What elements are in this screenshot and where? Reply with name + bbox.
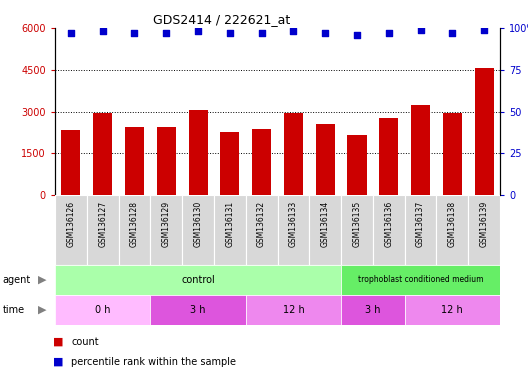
Bar <box>246 295 341 325</box>
Bar <box>316 124 335 195</box>
Point <box>289 28 298 35</box>
Text: GSM136134: GSM136134 <box>320 200 329 247</box>
Point <box>98 28 107 35</box>
Bar <box>55 295 150 325</box>
FancyBboxPatch shape <box>468 195 500 265</box>
Text: time: time <box>3 305 25 315</box>
FancyBboxPatch shape <box>278 195 309 265</box>
Point <box>225 30 234 36</box>
Text: 12 h: 12 h <box>282 305 304 315</box>
Point <box>257 30 266 36</box>
Bar <box>443 113 462 195</box>
Bar <box>61 129 80 195</box>
Point <box>194 28 202 35</box>
Text: GSM136133: GSM136133 <box>289 200 298 247</box>
Bar <box>93 113 112 195</box>
Text: GDS2414 / 222621_at: GDS2414 / 222621_at <box>153 13 290 26</box>
Point <box>384 30 393 36</box>
Text: GSM136126: GSM136126 <box>67 200 76 247</box>
Bar <box>411 104 430 195</box>
Text: GSM136129: GSM136129 <box>162 200 171 247</box>
Bar <box>157 127 176 195</box>
Bar <box>220 132 239 195</box>
FancyBboxPatch shape <box>373 195 404 265</box>
Text: percentile rank within the sample: percentile rank within the sample <box>71 357 237 367</box>
FancyBboxPatch shape <box>214 195 246 265</box>
Bar <box>125 127 144 195</box>
FancyBboxPatch shape <box>309 195 341 265</box>
Point <box>321 30 329 36</box>
FancyBboxPatch shape <box>246 195 278 265</box>
Text: GSM136130: GSM136130 <box>194 200 203 247</box>
Point <box>480 26 488 33</box>
Text: 3 h: 3 h <box>190 305 206 315</box>
FancyBboxPatch shape <box>87 195 119 265</box>
Text: 0 h: 0 h <box>95 305 110 315</box>
Text: GSM136136: GSM136136 <box>384 200 393 247</box>
FancyBboxPatch shape <box>404 195 437 265</box>
Point <box>67 30 75 36</box>
Text: GSM136135: GSM136135 <box>353 200 362 247</box>
Text: GSM136131: GSM136131 <box>225 200 234 247</box>
Text: GSM136137: GSM136137 <box>416 200 425 247</box>
Bar <box>475 68 494 195</box>
Text: agent: agent <box>3 275 31 285</box>
Bar <box>347 135 366 195</box>
Point <box>162 30 171 36</box>
FancyBboxPatch shape <box>150 195 182 265</box>
Point <box>353 31 361 38</box>
Bar <box>284 113 303 195</box>
Point <box>448 30 457 36</box>
Bar <box>404 295 500 325</box>
Bar <box>150 295 246 325</box>
Text: GSM136127: GSM136127 <box>98 200 107 247</box>
Bar <box>252 129 271 195</box>
Point <box>416 26 425 33</box>
Text: trophoblast conditioned medium: trophoblast conditioned medium <box>358 275 483 285</box>
Text: GSM136132: GSM136132 <box>257 200 266 247</box>
Text: GSM136128: GSM136128 <box>130 200 139 247</box>
Text: GSM136139: GSM136139 <box>479 200 488 247</box>
Bar <box>341 295 404 325</box>
Text: count: count <box>71 337 99 347</box>
FancyBboxPatch shape <box>55 195 87 265</box>
Bar <box>55 265 341 295</box>
Text: 12 h: 12 h <box>441 305 463 315</box>
Text: ▶: ▶ <box>38 275 46 285</box>
Text: GSM136138: GSM136138 <box>448 200 457 247</box>
Bar <box>341 265 516 295</box>
FancyBboxPatch shape <box>437 195 468 265</box>
Text: control: control <box>181 275 215 285</box>
Text: ▶: ▶ <box>38 305 46 315</box>
Text: ■: ■ <box>53 337 63 347</box>
FancyBboxPatch shape <box>182 195 214 265</box>
FancyBboxPatch shape <box>119 195 150 265</box>
Point <box>130 30 139 36</box>
Text: 3 h: 3 h <box>365 305 381 315</box>
Bar <box>188 110 208 195</box>
Text: ■: ■ <box>53 357 63 367</box>
FancyBboxPatch shape <box>341 195 373 265</box>
Bar <box>379 118 398 195</box>
